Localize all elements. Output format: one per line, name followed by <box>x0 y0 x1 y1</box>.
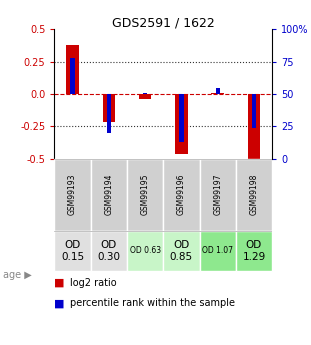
Bar <box>179 94 183 142</box>
Text: ■: ■ <box>54 278 65 288</box>
Bar <box>143 93 147 94</box>
Bar <box>66 45 79 94</box>
Text: OD 0.63: OD 0.63 <box>130 246 161 255</box>
Bar <box>70 58 75 94</box>
Text: OD
0.15: OD 0.15 <box>61 240 84 262</box>
Bar <box>54 230 91 271</box>
Text: ■: ■ <box>54 298 65 308</box>
Bar <box>236 159 272 230</box>
Bar <box>54 159 91 230</box>
Text: GSM99196: GSM99196 <box>177 174 186 215</box>
Text: OD
0.30: OD 0.30 <box>97 240 120 262</box>
Bar <box>236 230 272 271</box>
Bar <box>91 159 127 230</box>
Bar <box>107 94 111 133</box>
Text: OD
0.85: OD 0.85 <box>170 240 193 262</box>
Bar <box>211 93 224 94</box>
Title: GDS2591 / 1622: GDS2591 / 1622 <box>112 16 215 29</box>
Bar <box>200 230 236 271</box>
Bar <box>91 230 127 271</box>
Bar <box>163 230 200 271</box>
Bar <box>216 88 220 94</box>
Text: GSM99193: GSM99193 <box>68 174 77 215</box>
Text: GSM99195: GSM99195 <box>141 174 150 215</box>
Bar <box>200 159 236 230</box>
Text: log2 ratio: log2 ratio <box>70 278 117 288</box>
Bar <box>248 94 260 161</box>
Text: age ▶: age ▶ <box>3 270 32 280</box>
Text: GSM99197: GSM99197 <box>213 174 222 215</box>
Bar <box>175 94 188 154</box>
Text: OD
1.29: OD 1.29 <box>242 240 266 262</box>
Bar <box>127 230 163 271</box>
Text: percentile rank within the sample: percentile rank within the sample <box>70 298 235 308</box>
Bar <box>127 159 163 230</box>
Bar <box>139 94 151 99</box>
Text: OD 1.07: OD 1.07 <box>202 246 233 255</box>
Text: GSM99194: GSM99194 <box>104 174 113 215</box>
Bar <box>103 94 115 122</box>
Text: GSM99198: GSM99198 <box>249 174 258 215</box>
Bar <box>252 94 256 128</box>
Bar <box>163 159 200 230</box>
